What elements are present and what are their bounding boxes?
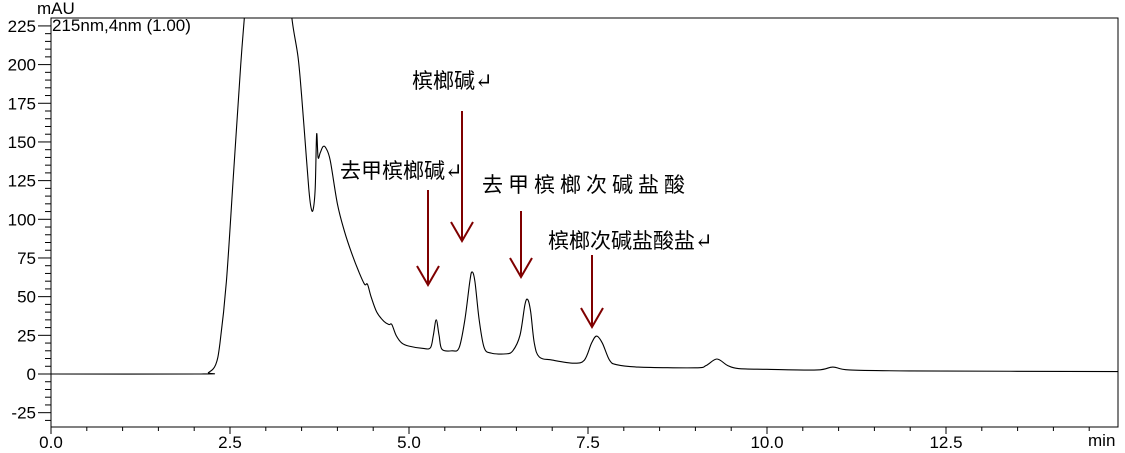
plot-border xyxy=(50,17,1119,428)
x-tick-label: 0.0 xyxy=(39,433,63,452)
x-tick-label: 5.0 xyxy=(397,433,421,452)
annotation-label-3: 槟榔次碱盐酸盐↵ xyxy=(548,229,713,253)
x-tick-label: 7.5 xyxy=(576,433,600,452)
chromatogram-trace xyxy=(51,18,1118,375)
arrow-head xyxy=(416,265,440,287)
annotation-label-2: 去甲槟榔次碱盐酸 xyxy=(482,173,690,197)
arrow-head xyxy=(509,257,533,279)
arrow-head xyxy=(580,307,604,329)
y-tick-label: 75 xyxy=(17,249,36,268)
y-tick-label: 0 xyxy=(27,365,36,384)
y-tick-label: 175 xyxy=(8,94,36,113)
y-tick-label: 50 xyxy=(17,288,36,307)
peak-annotations: 去甲槟榔碱↵ 槟榔碱↵ 去甲槟榔次碱盐酸 槟榔次碱盐酸盐↵ xyxy=(340,69,713,329)
plot-frame xyxy=(50,17,1119,428)
x-tick-label: 2.5 xyxy=(218,433,242,452)
y-tick-label: 100 xyxy=(8,210,36,229)
y-axis-label: mAU xyxy=(37,0,75,18)
x-tick-label: 12.5 xyxy=(929,433,962,452)
x-axis-label: min xyxy=(1088,431,1115,450)
annotation-arrow xyxy=(509,211,533,279)
annotation-label-1: 槟榔碱↵ xyxy=(412,69,493,93)
annotation-arrow xyxy=(416,190,440,287)
annotation-label-0: 去甲槟榔碱↵ xyxy=(340,159,463,183)
y-tick-label: 125 xyxy=(8,172,36,191)
y-tick-label: 200 xyxy=(8,56,36,75)
y-tick-label: -25 xyxy=(11,404,36,423)
detector-header: 215nm,4nm (1.00) xyxy=(52,16,191,35)
y-axis: -25 0 25 50 75 100 125 150 175 200 225 xyxy=(8,17,51,423)
annotation-arrow xyxy=(580,255,604,329)
x-axis: 0.0 2.5 5.0 7.5 10.0 12.5 xyxy=(39,427,1090,452)
y-tick-label: 25 xyxy=(17,326,36,345)
annotation-arrow xyxy=(450,111,474,243)
x-tick-label: 10.0 xyxy=(750,433,783,452)
arrow-head xyxy=(450,221,474,243)
y-tick-label: 225 xyxy=(8,17,36,36)
y-tick-label: 150 xyxy=(8,133,36,152)
